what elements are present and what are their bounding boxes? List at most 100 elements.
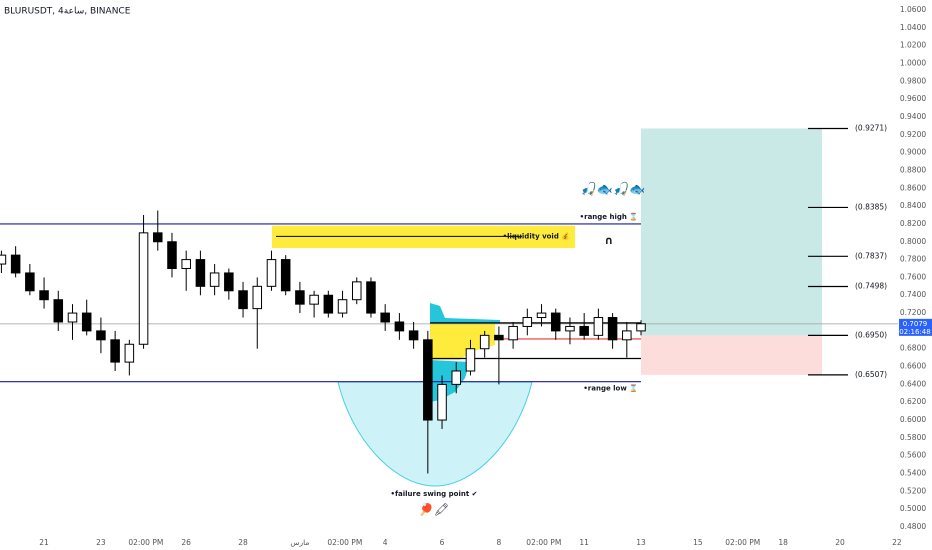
- candle-body: [351, 281, 362, 301]
- candle-body: [607, 317, 618, 341]
- y-tick-label: 0.8600: [900, 183, 926, 192]
- y-tick-label: 0.7600: [900, 272, 926, 281]
- y-tick-label: 0.9000: [900, 148, 926, 157]
- y-tick-label: 1.0400: [900, 23, 926, 32]
- x-tick-label: 11: [579, 538, 589, 547]
- level-label: (0.6950): [855, 330, 887, 339]
- candle-body: [53, 299, 64, 323]
- loss-zone: [641, 335, 822, 375]
- candle-body: [323, 294, 334, 314]
- candle-body: [295, 290, 305, 305]
- candle-body: [622, 330, 632, 341]
- candle-body: [579, 325, 589, 336]
- volume-profile: [430, 303, 500, 324]
- y-tick-label: 0.8800: [900, 165, 926, 174]
- x-tick-label: 26: [181, 538, 191, 547]
- x-tick-label: 22: [892, 538, 902, 547]
- candle-body: [508, 325, 518, 341]
- candle-body: [81, 312, 92, 332]
- chart-title: BLURUSDT, 4ساعة, BINANCE: [4, 7, 131, 17]
- candle-body: [39, 290, 49, 301]
- x-tick-label: 13: [636, 538, 646, 547]
- level-label: (0.7498): [855, 282, 887, 291]
- y-tick-label: 0.4800: [900, 522, 926, 531]
- x-tick-label: 4: [383, 538, 388, 547]
- candle-body: [238, 290, 248, 310]
- candle-body: [0, 254, 7, 265]
- profit-zone: [641, 128, 822, 336]
- y-tick-label: 0.8200: [900, 219, 926, 228]
- y-tick-label: 0.5800: [900, 433, 926, 442]
- x-tick-label: 20: [835, 538, 845, 547]
- candle-body: [522, 317, 533, 327]
- price-tag-value: 0.7079: [903, 320, 928, 328]
- arch-icon: ∩: [605, 234, 614, 247]
- y-tick-label: 0.6200: [900, 397, 926, 406]
- x-tick-label: 02:00 PM: [128, 538, 163, 547]
- x-tick-label: 8: [496, 538, 501, 547]
- candle-body: [380, 312, 390, 323]
- y-tick-label: 0.7400: [900, 290, 926, 299]
- candle-body: [550, 312, 561, 332]
- candle-body: [309, 294, 319, 305]
- level-label: (0.6507): [855, 370, 887, 379]
- candle-body: [536, 312, 547, 319]
- candle-body: [266, 259, 277, 287]
- candle-body: [636, 323, 646, 332]
- candle-body: [479, 334, 490, 350]
- candle-body: [67, 312, 78, 323]
- y-tick-label: 1.0000: [900, 58, 926, 67]
- y-tick-label: 0.5200: [900, 486, 926, 495]
- candle-body: [394, 321, 405, 332]
- y-tick-label: 0.7800: [900, 255, 926, 264]
- x-tick-label: 02:00 PM: [725, 538, 760, 547]
- candle-body: [465, 348, 476, 372]
- volume-profile: [430, 324, 495, 360]
- candle-body: [195, 259, 206, 287]
- y-tick-label: 0.6800: [900, 344, 926, 353]
- y-tick-label: 0.5600: [900, 451, 926, 460]
- x-tick-label: 02:00 PM: [327, 538, 362, 547]
- x-tick-label: 02:00 PM: [526, 538, 561, 547]
- x-tick-label: 21: [39, 538, 49, 547]
- y-tick-label: 0.9200: [900, 130, 926, 139]
- candle-body: [366, 281, 376, 314]
- x-tick-label: 18: [778, 538, 788, 547]
- y-tick-label: 1.0200: [900, 41, 926, 50]
- candle-body: [252, 285, 263, 310]
- range-high-label: •range high ⌛: [580, 212, 638, 221]
- x-tick-label: مارس: [290, 538, 309, 547]
- candle-body: [25, 272, 35, 292]
- y-tick-label: 0.6600: [900, 362, 926, 371]
- candle-body: [224, 272, 234, 292]
- candle-body: [565, 325, 575, 332]
- y-tick-label: 0.5400: [900, 469, 926, 478]
- level-label: (0.7837): [855, 251, 887, 260]
- void-label: •liquidity void 💰: [503, 231, 570, 240]
- candle-body: [96, 330, 106, 341]
- y-tick-label: 0.5000: [900, 504, 926, 513]
- candle-body: [167, 241, 177, 269]
- y-tick-label: 0.7200: [900, 308, 926, 317]
- y-tick-label: 0.9400: [900, 112, 926, 121]
- candle-body: [337, 299, 348, 314]
- price-tag-countdown: 02:16:48: [899, 328, 930, 336]
- tool-icons: 🏓🖍: [419, 502, 449, 517]
- candle-body: [124, 343, 135, 363]
- candle-body: [423, 339, 433, 421]
- candle-body: [593, 317, 604, 336]
- failure-swing-label: •failure swing point ✔: [391, 490, 478, 498]
- price-tag: [899, 318, 932, 336]
- y-tick-label: 0.6000: [900, 415, 926, 424]
- x-tick-label: 15: [693, 538, 703, 547]
- swing-arc: [337, 381, 533, 487]
- level-label: (0.8385): [855, 202, 887, 211]
- x-tick-label: 28: [238, 538, 248, 547]
- candle-body: [408, 330, 419, 341]
- candle-body: [451, 370, 462, 385]
- candle-body: [181, 259, 191, 270]
- candle-body: [437, 383, 447, 421]
- candle-body: [138, 232, 149, 345]
